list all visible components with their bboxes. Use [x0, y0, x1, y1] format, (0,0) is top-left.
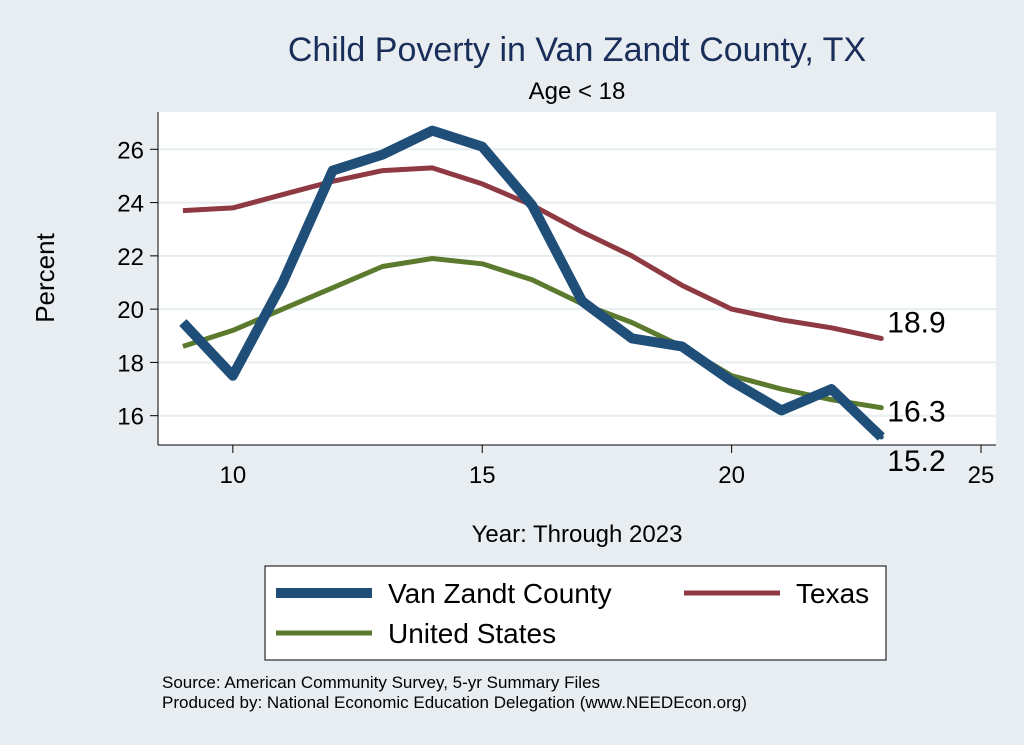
y-tick-label: 18 — [117, 350, 144, 377]
legend: Van Zandt County Texas United States — [264, 565, 887, 661]
x-tick-label: 25 — [968, 462, 995, 489]
y-tick-label: 26 — [117, 137, 144, 164]
end-label-texas: 18.9 — [887, 306, 945, 339]
y-tick-label: 16 — [117, 404, 144, 431]
end-point-texas — [878, 335, 884, 341]
y-tick-label: 24 — [117, 191, 144, 218]
legend-label-united-states: United States — [388, 618, 556, 649]
x-tick-label: 10 — [219, 462, 246, 489]
legend-label-texas: Texas — [796, 578, 869, 609]
y-axis-label: Percent — [30, 232, 60, 322]
end-label-van-zandt-county: 15.2 — [887, 445, 945, 478]
plot-area — [158, 112, 996, 445]
x-axis-label: Year: Through 2023 — [472, 521, 683, 548]
end-point-van-zandt-county — [878, 434, 884, 440]
legend-box — [264, 565, 887, 661]
x-tick-label: 20 — [718, 462, 745, 489]
series-line-van-zandt-county — [179, 125, 885, 441]
end-label-united-states: 16.3 — [887, 396, 945, 429]
series-line-united-states — [182, 256, 882, 411]
series-lines — [179, 125, 885, 441]
y-tick-label: 22 — [117, 244, 144, 271]
end-labels: 15.2 18.9 16.3 — [887, 306, 945, 478]
axes: 16 18 20 22 24 26 10 15 20 25 — [117, 112, 996, 489]
producer-note: Produced by: National Economic Education… — [162, 693, 747, 712]
x-tick-label: 15 — [469, 462, 496, 489]
y-tick-label: 20 — [117, 297, 144, 324]
source-note: Source: American Community Survey, 5-yr … — [162, 673, 600, 692]
chart-title: Child Poverty in Van Zandt County, TX — [288, 31, 866, 69]
legend-label-van-zandt-county: Van Zandt County — [388, 578, 612, 609]
chart-subtitle: Age < 18 — [529, 78, 626, 105]
end-point-united-states — [878, 405, 884, 411]
